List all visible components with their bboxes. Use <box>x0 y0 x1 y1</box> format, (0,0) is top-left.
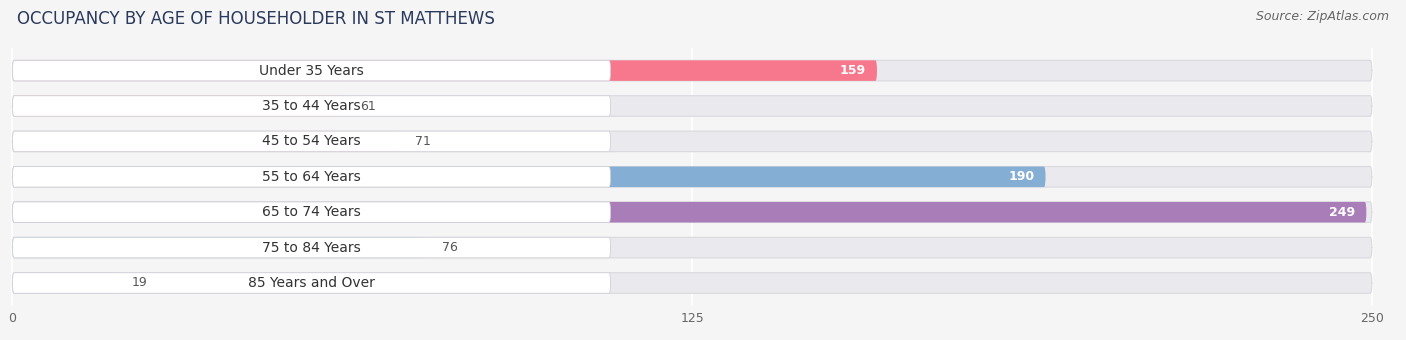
FancyBboxPatch shape <box>13 131 610 152</box>
Text: 190: 190 <box>1008 170 1035 183</box>
Text: 76: 76 <box>441 241 458 254</box>
FancyBboxPatch shape <box>13 273 1372 293</box>
Text: 35 to 44 Years: 35 to 44 Years <box>262 99 361 113</box>
Text: 45 to 54 Years: 45 to 54 Years <box>262 134 361 148</box>
FancyBboxPatch shape <box>13 237 610 258</box>
Text: 249: 249 <box>1329 206 1355 219</box>
Text: OCCUPANCY BY AGE OF HOUSEHOLDER IN ST MATTHEWS: OCCUPANCY BY AGE OF HOUSEHOLDER IN ST MA… <box>17 10 495 28</box>
Text: Under 35 Years: Under 35 Years <box>259 64 364 78</box>
FancyBboxPatch shape <box>13 60 877 81</box>
FancyBboxPatch shape <box>13 202 610 222</box>
FancyBboxPatch shape <box>13 167 610 187</box>
Text: 19: 19 <box>132 276 148 289</box>
FancyBboxPatch shape <box>13 96 344 116</box>
FancyBboxPatch shape <box>13 167 1372 187</box>
Text: 85 Years and Over: 85 Years and Over <box>247 276 375 290</box>
Text: 61: 61 <box>360 100 377 113</box>
FancyBboxPatch shape <box>13 202 1367 222</box>
FancyBboxPatch shape <box>13 131 1372 152</box>
FancyBboxPatch shape <box>13 237 1372 258</box>
Text: 65 to 74 Years: 65 to 74 Years <box>262 205 361 219</box>
Text: 71: 71 <box>415 135 430 148</box>
FancyBboxPatch shape <box>13 96 1372 116</box>
Text: 159: 159 <box>839 64 866 77</box>
FancyBboxPatch shape <box>13 96 610 116</box>
FancyBboxPatch shape <box>13 167 1046 187</box>
FancyBboxPatch shape <box>13 60 1372 81</box>
FancyBboxPatch shape <box>13 273 610 293</box>
Text: Source: ZipAtlas.com: Source: ZipAtlas.com <box>1256 10 1389 23</box>
FancyBboxPatch shape <box>13 60 610 81</box>
FancyBboxPatch shape <box>13 131 398 152</box>
FancyBboxPatch shape <box>13 237 426 258</box>
Text: 75 to 84 Years: 75 to 84 Years <box>262 241 361 255</box>
FancyBboxPatch shape <box>13 202 1372 222</box>
FancyBboxPatch shape <box>13 273 115 293</box>
Text: 55 to 64 Years: 55 to 64 Years <box>262 170 361 184</box>
